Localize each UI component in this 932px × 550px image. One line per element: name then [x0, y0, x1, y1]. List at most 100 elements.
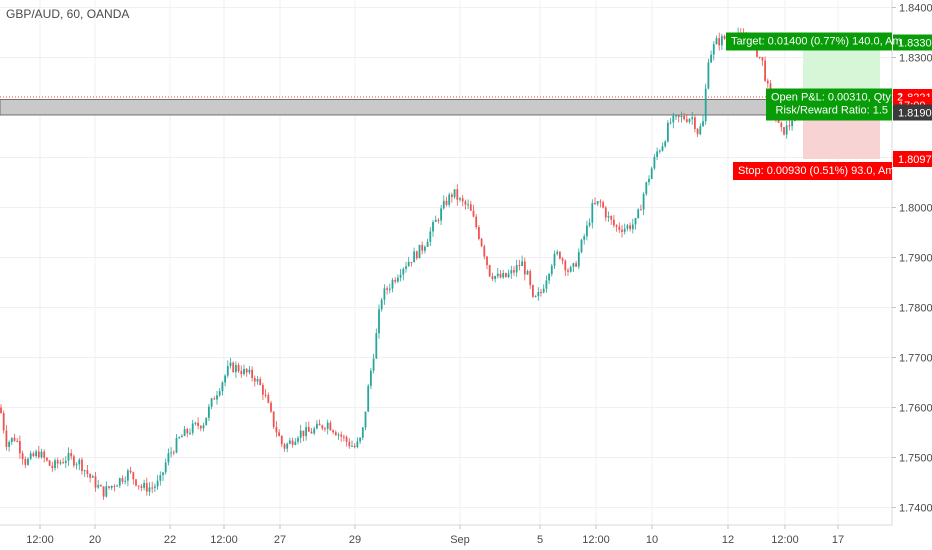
candle-body [499, 273, 502, 278]
candle-body [388, 288, 391, 290]
candle-body [434, 219, 437, 222]
candle-body [264, 394, 267, 396]
candles[interactable] [0, 27, 802, 500]
candle-body [321, 425, 324, 429]
candle-body [313, 428, 316, 434]
candle-body [580, 239, 583, 253]
price-tick-label: 1.74000 [899, 503, 932, 515]
candle-body [459, 198, 461, 200]
time-tick-label: 20 [89, 534, 101, 546]
time-tick-label: 12:00 [26, 534, 54, 546]
candle-body [343, 436, 345, 438]
candle-body [189, 432, 191, 434]
time-tick-label: 29 [349, 534, 361, 546]
candle-body [326, 422, 329, 429]
candle-body [442, 200, 445, 209]
candle-body [54, 460, 56, 468]
candle-body [145, 483, 148, 492]
target-label-text: Target: 0.01400 (0.77%) 140.0, Am [731, 36, 902, 48]
price-tick-label: 1.75000 [899, 453, 932, 465]
candle-body [186, 429, 189, 434]
candle-body [116, 485, 118, 487]
candle-body [577, 252, 580, 267]
candle-body [764, 60, 766, 81]
candle-body [718, 38, 721, 46]
candle-body [685, 119, 688, 122]
candle-body [56, 460, 59, 464]
candle-body [583, 236, 586, 240]
candle-body [229, 362, 232, 367]
candle-body [569, 266, 572, 272]
candle-body [380, 299, 383, 310]
candle-body [658, 150, 661, 152]
candle-body [669, 122, 672, 124]
position-labels[interactable]: Target: 0.01400 (0.77%) 140.0, Am Open P&… [726, 32, 903, 181]
candle-body [208, 406, 210, 418]
candle-body [191, 423, 194, 433]
candle-body [270, 402, 272, 412]
candle-body [399, 274, 402, 278]
candle-body [664, 141, 667, 147]
candle-body [297, 437, 299, 442]
time-tick-label: Sep [450, 534, 470, 546]
candle-body [310, 431, 313, 434]
candle-body [550, 265, 553, 274]
candle-body [140, 486, 143, 488]
candle-body [24, 459, 27, 465]
candle-body [27, 458, 29, 465]
candle-body [553, 253, 556, 266]
candle-body [523, 261, 526, 275]
candle-body [367, 385, 370, 412]
price-tick-label: 1.80000 [899, 203, 932, 215]
candle-body [91, 476, 94, 478]
target-price-tag-bg [893, 34, 932, 51]
candle-body [642, 193, 645, 210]
candle-body [251, 369, 253, 378]
price-tick-label: 1.84000 [899, 3, 932, 15]
candle-body [540, 292, 542, 294]
candle-body [672, 115, 675, 123]
candle-body [97, 485, 100, 488]
stop-label[interactable]: Stop: 0.00930 (0.51%) 93.0, Amo [733, 162, 901, 180]
candle-body [83, 470, 86, 472]
time-axis[interactable] [0, 525, 932, 550]
candle-body [135, 479, 137, 486]
candle-body [280, 436, 283, 445]
candle-body [702, 121, 704, 127]
candle-body [81, 459, 83, 472]
candle-body [43, 451, 46, 458]
candle-body [137, 485, 140, 487]
price-axis[interactable] [892, 0, 932, 550]
candle-body [118, 478, 121, 486]
stop-price-tag-bg [893, 151, 932, 167]
candle-body [526, 271, 529, 275]
candle-body [402, 268, 405, 275]
candle-body [94, 476, 97, 488]
candle-body [758, 56, 761, 58]
candle-body [21, 453, 24, 460]
candle-body [253, 377, 256, 382]
price-tick-label: 1.83000 [899, 53, 932, 65]
candle-body [397, 277, 399, 282]
candle-body [127, 470, 129, 481]
candle-body [629, 225, 631, 230]
candle-body [16, 440, 19, 442]
candle-body [259, 379, 262, 385]
candle-body [607, 216, 610, 218]
candle-body [334, 432, 337, 436]
candle-body [226, 366, 229, 376]
candle-body [197, 422, 199, 427]
candle-body [245, 368, 248, 373]
candle-body [40, 451, 43, 458]
target-label[interactable]: Target: 0.01400 (0.77%) 140.0, Am [726, 32, 902, 51]
candle-body [73, 456, 75, 466]
price-tick-label: 1.79000 [899, 253, 932, 265]
candle-body [483, 246, 486, 257]
pnl-label-bg [766, 88, 892, 121]
candle-body [677, 115, 680, 118]
candle-body [694, 117, 696, 129]
grid [0, 0, 892, 525]
